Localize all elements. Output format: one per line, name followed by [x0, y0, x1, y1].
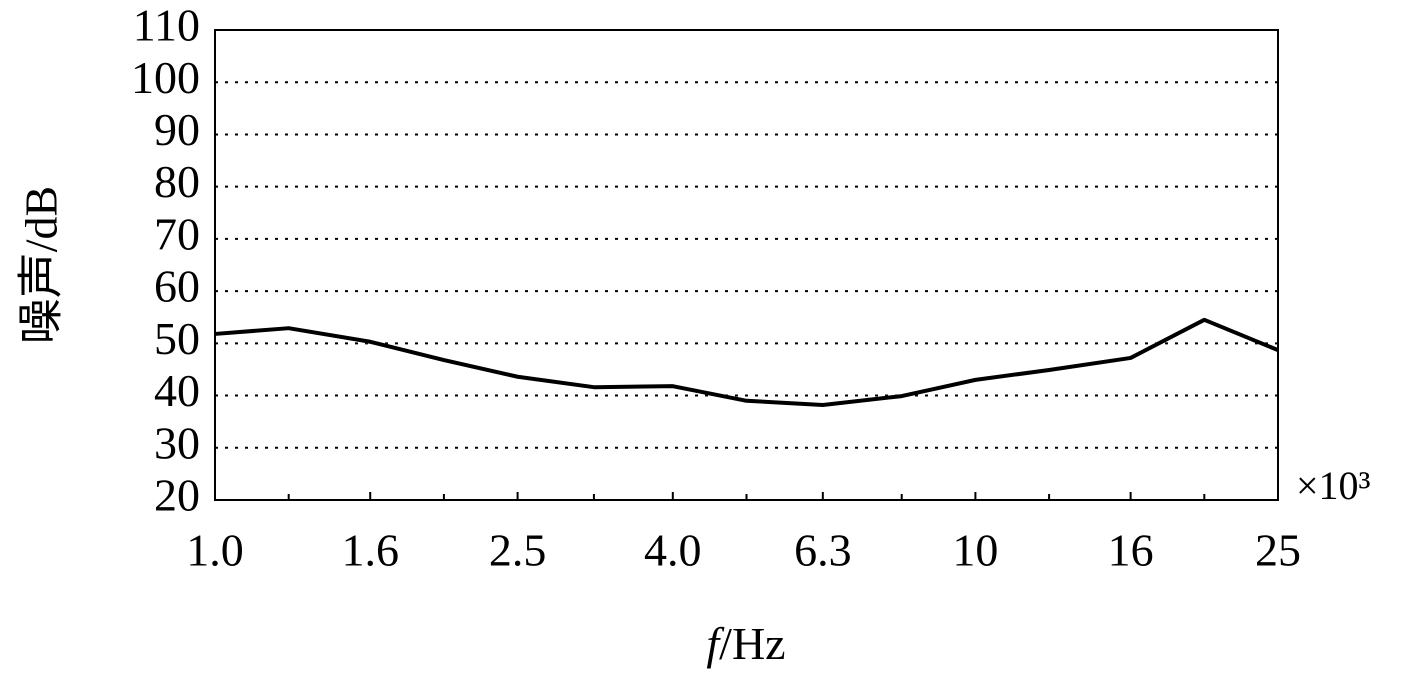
- x-axis-label: f/Hz: [706, 618, 785, 669]
- x-tick-label: 4.0: [644, 525, 702, 576]
- y-tick-label: 50: [154, 313, 200, 364]
- y-tick-label: 110: [133, 0, 200, 51]
- y-tick-label: 100: [131, 52, 200, 103]
- x-tick-label: 10: [952, 525, 998, 576]
- y-tick-label: 20: [154, 470, 200, 521]
- x-tick-label: 16: [1108, 525, 1154, 576]
- y-tick-label: 40: [154, 365, 200, 416]
- x-multiplier: ×10³: [1296, 463, 1371, 508]
- data-line: [214, 317, 1279, 407]
- y-tick-label: 70: [154, 208, 200, 259]
- y-tick-label: 80: [154, 156, 200, 207]
- x-tick-label: 1.6: [341, 525, 399, 576]
- x-tick-label: 2.5: [489, 525, 547, 576]
- y-tick-label: 90: [154, 104, 200, 155]
- x-tick-label: 6.3: [794, 525, 852, 576]
- plot-frame: [214, 29, 1279, 501]
- x-tick-label: 25: [1255, 525, 1301, 576]
- y-tick-label: 60: [154, 261, 200, 312]
- x-tick-label: 1.0: [186, 525, 244, 576]
- y-tick-label: 30: [154, 417, 200, 468]
- y-axis-label: 噪声/dB: [16, 186, 67, 344]
